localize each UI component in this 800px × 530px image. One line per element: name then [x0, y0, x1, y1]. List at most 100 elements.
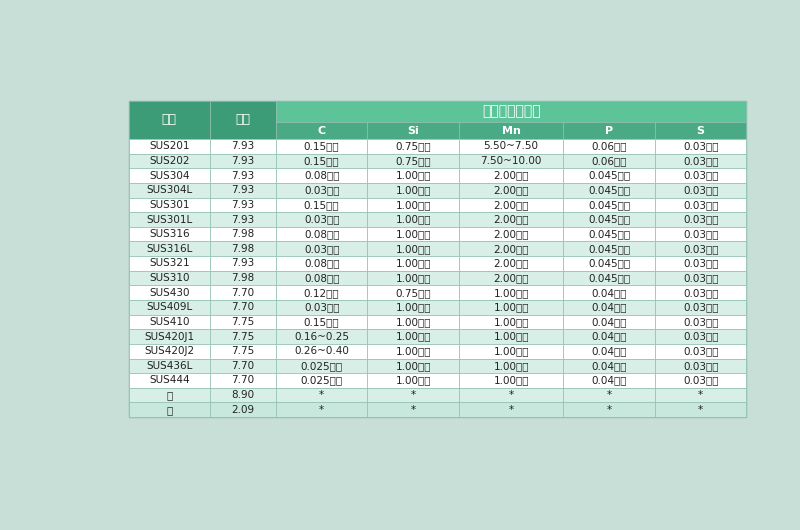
Text: *: *: [509, 390, 514, 400]
Bar: [367, 242, 459, 256]
Bar: [210, 183, 276, 198]
Text: 1.00以下: 1.00以下: [395, 302, 431, 312]
Text: 0.03以下: 0.03以下: [304, 244, 339, 254]
Text: 0.15以下: 0.15以下: [304, 200, 339, 210]
Text: 0.26~0.40: 0.26~0.40: [294, 346, 349, 356]
Bar: [129, 139, 210, 154]
Text: 铜: 铜: [166, 390, 173, 400]
Bar: [459, 227, 563, 242]
Bar: [655, 154, 746, 169]
Bar: [655, 402, 746, 417]
Bar: [563, 212, 655, 227]
Text: 0.08以下: 0.08以下: [304, 273, 339, 283]
Text: 0.08以下: 0.08以下: [304, 259, 339, 268]
Bar: [459, 300, 563, 315]
Bar: [563, 169, 655, 183]
Bar: [129, 402, 210, 417]
Text: SUS310: SUS310: [149, 273, 190, 283]
Bar: [563, 271, 655, 285]
Bar: [276, 373, 367, 388]
Bar: [459, 285, 563, 300]
Text: 0.045以下: 0.045以下: [588, 186, 630, 195]
Text: P: P: [605, 126, 614, 136]
Bar: [129, 344, 210, 358]
Bar: [276, 212, 367, 227]
Text: 0.03以下: 0.03以下: [683, 156, 718, 166]
Bar: [367, 315, 459, 329]
Bar: [655, 388, 746, 402]
Bar: [210, 198, 276, 212]
Text: 0.04以下: 0.04以下: [591, 302, 627, 312]
Bar: [459, 154, 563, 169]
Bar: [367, 300, 459, 315]
Text: SUS202: SUS202: [149, 156, 190, 166]
Bar: [210, 358, 276, 373]
Text: 7.93: 7.93: [231, 215, 254, 225]
Text: 0.03以下: 0.03以下: [683, 186, 718, 195]
Bar: [276, 315, 367, 329]
Bar: [459, 183, 563, 198]
Bar: [276, 139, 367, 154]
Bar: [459, 271, 563, 285]
Bar: [459, 388, 563, 402]
Bar: [276, 300, 367, 315]
Text: 1.00以下: 1.00以下: [395, 317, 431, 327]
Bar: [276, 227, 367, 242]
Text: 7.75: 7.75: [231, 317, 254, 327]
Bar: [276, 256, 367, 271]
Text: *: *: [410, 390, 416, 400]
Text: 2.00以下: 2.00以下: [494, 171, 529, 181]
Bar: [129, 315, 210, 329]
Text: 8.90: 8.90: [231, 390, 254, 400]
Bar: [276, 402, 367, 417]
Bar: [367, 344, 459, 358]
Bar: [563, 154, 655, 169]
Text: 0.03以下: 0.03以下: [683, 244, 718, 254]
Bar: [459, 169, 563, 183]
Bar: [563, 329, 655, 344]
Bar: [129, 300, 210, 315]
Text: 0.045以下: 0.045以下: [588, 244, 630, 254]
Text: 化学成份百分比: 化学成份百分比: [482, 104, 541, 118]
Text: 1.00以下: 1.00以下: [494, 332, 529, 341]
Text: 1.00以下: 1.00以下: [395, 215, 431, 225]
Bar: [655, 300, 746, 315]
Bar: [655, 227, 746, 242]
Text: SUS444: SUS444: [149, 375, 190, 385]
Bar: [655, 212, 746, 227]
Text: 1.00以下: 1.00以下: [395, 244, 431, 254]
Bar: [367, 256, 459, 271]
Text: 名称: 名称: [162, 113, 177, 126]
Bar: [459, 212, 563, 227]
Text: 0.03以下: 0.03以下: [683, 332, 718, 341]
Text: 0.04以下: 0.04以下: [591, 361, 627, 371]
Bar: [276, 154, 367, 169]
Bar: [210, 271, 276, 285]
Text: SUS201: SUS201: [149, 142, 190, 152]
Bar: [129, 198, 210, 212]
Bar: [276, 285, 367, 300]
Bar: [367, 402, 459, 417]
Bar: [129, 388, 210, 402]
Text: 7.98: 7.98: [231, 273, 254, 283]
Text: 1.00以下: 1.00以下: [395, 200, 431, 210]
Bar: [563, 198, 655, 212]
Text: 5.50~7.50: 5.50~7.50: [484, 142, 538, 152]
Text: 铝: 铝: [166, 405, 173, 414]
Text: S: S: [697, 126, 705, 136]
Text: 0.75以下: 0.75以下: [395, 156, 431, 166]
Bar: [563, 122, 655, 139]
Text: 1.00以下: 1.00以下: [395, 229, 431, 239]
Bar: [129, 329, 210, 344]
Text: SUS301: SUS301: [149, 200, 190, 210]
Bar: [210, 227, 276, 242]
Bar: [367, 183, 459, 198]
Text: SUS409L: SUS409L: [146, 302, 193, 312]
Text: 2.09: 2.09: [231, 405, 254, 414]
Text: 0.75以下: 0.75以下: [395, 288, 431, 298]
Text: 0.045以下: 0.045以下: [588, 200, 630, 210]
Text: 0.045以下: 0.045以下: [588, 215, 630, 225]
Bar: [129, 358, 210, 373]
Text: SUS321: SUS321: [149, 259, 190, 268]
Bar: [459, 139, 563, 154]
